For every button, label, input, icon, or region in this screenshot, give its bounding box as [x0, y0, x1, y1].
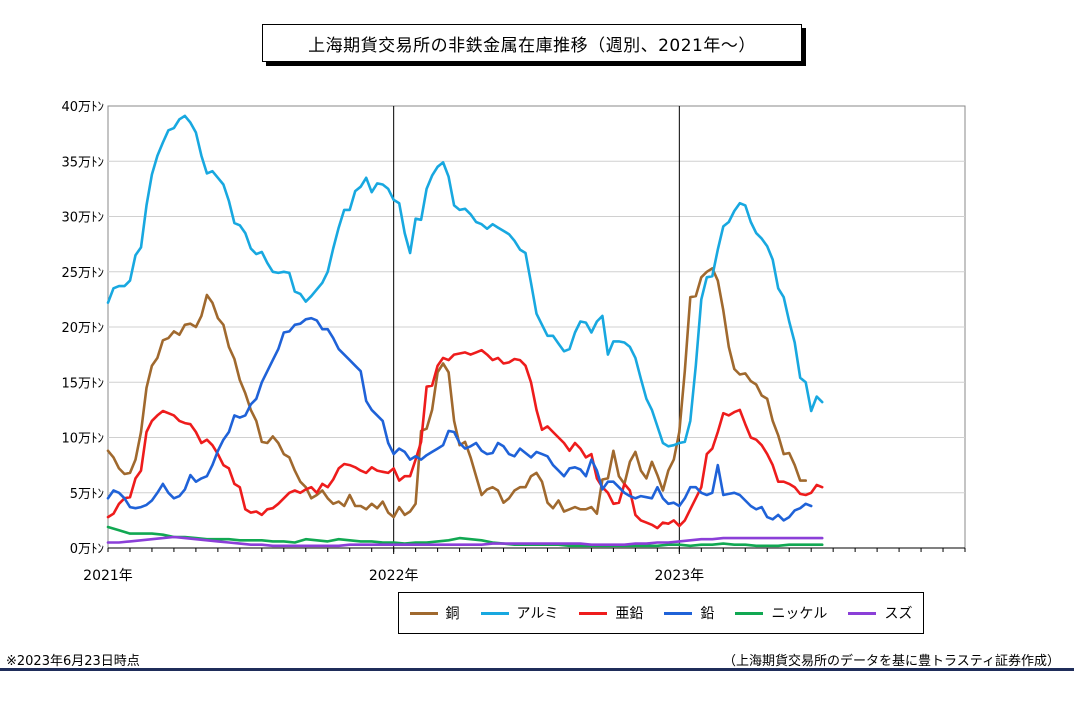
legend-swatch	[848, 611, 877, 615]
x-tick-label: 2021年	[83, 568, 133, 584]
legend-label: 銅	[445, 606, 460, 622]
series-line-0	[106, 267, 807, 519]
footnote-source: （上海期貨交易所のデータを基に豊トラスティ証券作成）	[723, 654, 1060, 669]
y-tick-label: 5万ﾄﾝ	[70, 487, 104, 502]
series-line-2	[106, 348, 824, 530]
y-tick-label: 30万ﾄﾝ	[61, 211, 104, 226]
y-tick-label: 40万ﾄﾝ	[61, 100, 104, 115]
footnote-date: ※2023年6月23日時点	[6, 654, 140, 669]
y-tick-label: 0万ﾄﾝ	[70, 542, 104, 557]
series-line-5	[106, 535, 824, 548]
y-tick-label: 25万ﾄﾝ	[61, 266, 104, 281]
legend-label: ニッケル	[771, 606, 828, 622]
legend-item: アルミ	[480, 603, 559, 623]
y-tick-label: 20万ﾄﾝ	[61, 321, 104, 336]
legend-item: 亜鉛	[579, 603, 643, 623]
legend-swatch	[480, 611, 509, 615]
legend-label: 亜鉛	[615, 606, 644, 622]
y-tick-label: 35万ﾄﾝ	[61, 155, 104, 170]
legend-item: 鉛	[664, 603, 714, 623]
legend-swatch	[664, 611, 693, 615]
x-tick-label: 2022年	[369, 568, 419, 584]
legend-label: スズ	[884, 606, 913, 622]
legend-swatch	[579, 611, 608, 615]
series-line-1	[106, 114, 824, 448]
legend-label: 鉛	[700, 606, 715, 622]
legend-item: スズ	[848, 603, 912, 623]
y-tick-label: 10万ﾄﾝ	[61, 432, 104, 447]
legend-swatch	[735, 611, 764, 615]
legend-swatch	[409, 611, 438, 615]
x-tick-label: 2023年	[655, 568, 705, 584]
chart-title: 上海期貨交易所の非鉄金属在庫推移（週別、2021年～）	[262, 24, 802, 62]
bottom-divider	[0, 668, 1074, 671]
series-line-3	[106, 316, 813, 522]
legend-label: アルミ	[516, 606, 559, 622]
legend-item: 銅	[409, 603, 460, 623]
legend-item: ニッケル	[735, 603, 827, 623]
chart-legend: 銅 アルミ 亜鉛 鉛 ニッケル スズ	[398, 592, 924, 634]
y-tick-label: 15万ﾄﾝ	[61, 376, 104, 391]
series-line-4	[106, 525, 824, 548]
